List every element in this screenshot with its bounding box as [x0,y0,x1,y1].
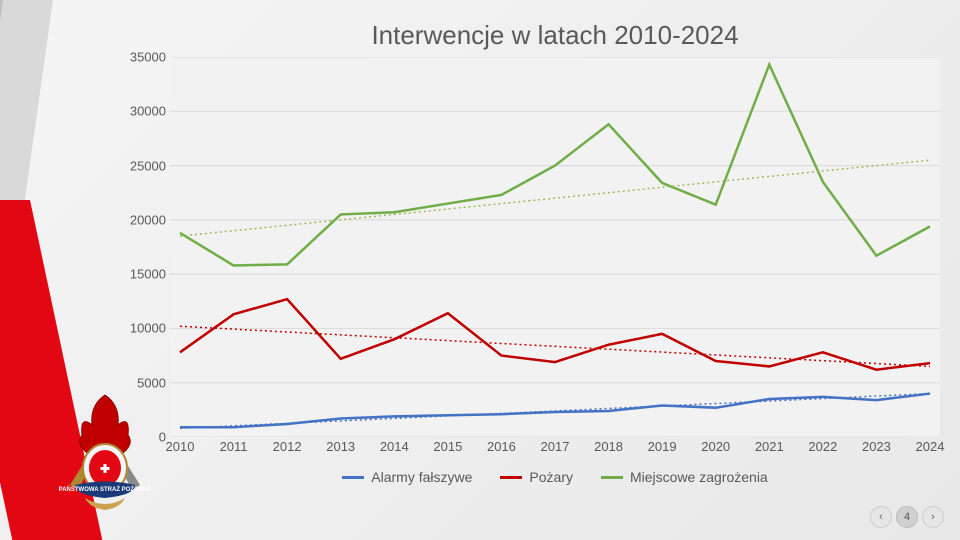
x-axis-label: 2020 [701,439,730,454]
x-axis-label: 2024 [916,439,945,454]
legend-swatch [342,476,364,479]
y-axis-label: 30000 [130,104,166,119]
x-axis-label: 2022 [808,439,837,454]
series-Pożary [180,299,930,370]
y-axis-label: 35000 [130,50,166,65]
legend-label: Alarmy fałszywe [371,469,472,485]
y-axis-label: 20000 [130,212,166,227]
x-axis-label: 2023 [862,439,891,454]
x-axis-label: 2016 [487,439,516,454]
legend-item: Pożary [500,469,573,485]
legend-item: Alarmy fałszywe [342,469,472,485]
series-Miejscowe zagrożenia [180,65,930,266]
x-axis-label: 2018 [594,439,623,454]
svg-text:PAŃSTWOWA STRAŻ POŻARNA: PAŃSTWOWA STRAŻ POŻARNA [59,485,152,493]
chart-title: Interwencje w latach 2010-2024 [170,20,940,51]
chart-plot: 05000100001500020000250003000035000 2010… [170,57,940,437]
x-axis-label: 2012 [273,439,302,454]
nav-page-indicator: 4 [896,506,918,528]
legend-item: Miejscowe zagrożenia [601,469,768,485]
legend-swatch [500,476,522,479]
x-axis-label: 2021 [755,439,784,454]
x-axis-label: 2010 [166,439,195,454]
y-axis-label: 5000 [137,375,166,390]
x-axis-label: 2011 [220,439,248,454]
trend-Miejscowe zagrożenia [180,160,930,236]
slide-nav: ‹ 4 › [870,506,944,528]
legend-label: Miejscowe zagrożenia [630,469,768,485]
nav-next-button[interactable]: › [922,506,944,528]
legend-label: Pożary [529,469,573,485]
legend-swatch [601,476,623,479]
x-axis-label: 2019 [648,439,677,454]
y-axis-label: 25000 [130,158,166,173]
x-axis-label: 2017 [541,439,570,454]
y-axis-label: 10000 [130,321,166,336]
x-axis-label: 2013 [326,439,355,454]
chart-legend: Alarmy fałszywe Pożary Miejscowe zagrożeni… [170,469,940,485]
nav-prev-button[interactable]: ‹ [870,506,892,528]
chart-container: Interwencje w latach 2010-2024 050001000… [170,20,940,490]
x-axis-label: 2015 [433,439,462,454]
y-axis-label: 15000 [130,267,166,282]
trend-Pożary [180,326,930,366]
x-axis-label: 2014 [380,439,409,454]
